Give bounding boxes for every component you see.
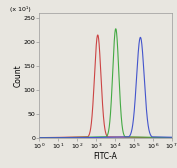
Y-axis label: Count: Count [13, 64, 22, 87]
X-axis label: FITC-A: FITC-A [93, 152, 117, 161]
Text: (x 10¹): (x 10¹) [10, 6, 30, 12]
